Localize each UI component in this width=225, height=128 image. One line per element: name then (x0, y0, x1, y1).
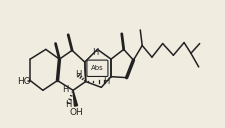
Text: Abs: Abs (91, 65, 103, 71)
Text: H: H (65, 100, 71, 109)
FancyBboxPatch shape (87, 60, 108, 76)
Text: H: H (74, 70, 81, 79)
Text: H: H (92, 48, 98, 57)
Text: HO: HO (18, 77, 31, 86)
Polygon shape (73, 90, 77, 106)
Text: H: H (62, 85, 68, 94)
Text: H: H (103, 77, 109, 86)
Text: OH: OH (69, 108, 83, 117)
